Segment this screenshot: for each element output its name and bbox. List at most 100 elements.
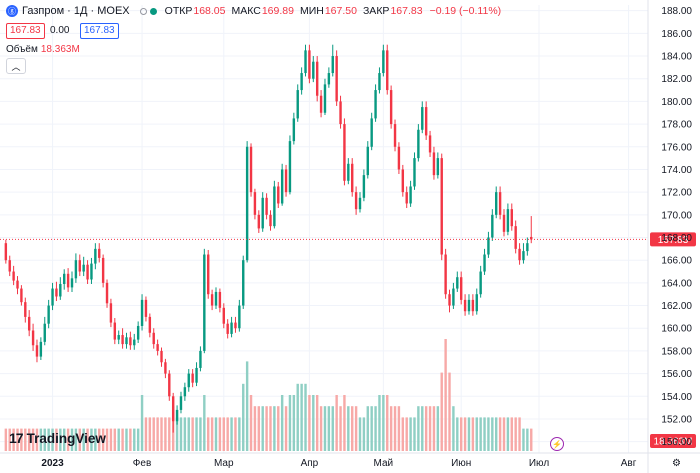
last-price-label: 167.83	[658, 235, 689, 246]
candle-body	[90, 263, 93, 280]
candle-body	[506, 209, 510, 232]
volume-bar	[514, 417, 517, 451]
volume-bar	[491, 417, 494, 451]
candle-body	[238, 305, 241, 329]
volume-bar	[156, 417, 159, 451]
candle-body	[109, 303, 113, 323]
candle-body	[323, 84, 327, 113]
volume-bar	[101, 428, 105, 451]
candle-body	[456, 277, 459, 289]
volume-bar	[195, 417, 198, 451]
chart-header: ⓖ Газпром · 1Д · MOEX ОТКР168.05 МАКС169…	[6, 5, 501, 17]
volume-bar	[164, 417, 167, 451]
volume-bar	[405, 417, 408, 451]
candle-body	[393, 124, 397, 147]
candle-body	[452, 288, 455, 306]
candle-body	[347, 163, 350, 181]
volume-bar	[230, 417, 233, 451]
last-volume-tag	[650, 434, 696, 448]
close-value: 167.83	[390, 5, 423, 17]
x-tick-label: 2023	[41, 458, 64, 469]
candle-body	[8, 260, 11, 272]
candle-body	[386, 50, 389, 91]
volume-bar	[136, 428, 140, 451]
volume-bar	[261, 406, 264, 451]
symbol-title[interactable]: Газпром · 1Д · MOEX	[22, 5, 130, 17]
candle-body	[284, 169, 288, 193]
volume-bar	[362, 417, 366, 451]
volume-bar	[452, 406, 455, 451]
candle-body	[191, 373, 194, 383]
volume-bar	[284, 406, 288, 451]
tradingview-logo[interactable]: 17 TradingView	[9, 430, 106, 446]
volume-bar	[510, 417, 513, 451]
candle-body	[234, 322, 237, 329]
last-price-line: 167.83 18.363M	[0, 232, 696, 448]
volume-bar	[129, 428, 132, 451]
sell-price-button[interactable]: 167.83	[6, 23, 45, 39]
candle-body	[218, 291, 222, 308]
volume-bar	[463, 417, 467, 451]
volume-bar	[397, 406, 401, 451]
last-price-tag	[650, 232, 696, 247]
volume-bar	[308, 395, 311, 451]
volume-bar	[16, 428, 19, 451]
y-tick-label: 178.00	[661, 120, 692, 131]
candle-body	[374, 90, 377, 119]
market-status-icon[interactable]	[139, 7, 147, 15]
volume-bar	[347, 406, 350, 451]
volume-bar	[304, 383, 307, 451]
status-dots	[139, 7, 157, 15]
candle-body	[179, 396, 183, 410]
gear-icon[interactable]: ⚙	[672, 458, 681, 469]
candle-body	[31, 330, 35, 346]
candle-body	[378, 73, 381, 91]
y-tick-label: 182.00	[661, 74, 692, 85]
candle-body	[440, 158, 443, 255]
volume-bar	[90, 428, 93, 451]
candle-body	[510, 209, 513, 227]
volume-bar	[55, 428, 58, 451]
candle-body	[483, 254, 486, 272]
candle-body	[113, 322, 117, 340]
candle-body	[292, 118, 296, 142]
candle-body	[502, 214, 506, 232]
volume-bar	[183, 417, 187, 451]
buy-price-button[interactable]: 167.83	[80, 23, 119, 39]
candle-body	[78, 260, 81, 272]
volume-bar	[487, 417, 490, 451]
volume-bar	[358, 417, 362, 451]
tradingview-brand: TradingView	[26, 430, 106, 446]
y-tick-label: 168.00	[661, 233, 692, 244]
y-tick-label: 188.00	[661, 6, 692, 17]
open-value: 168.05	[193, 5, 226, 17]
candle-body	[160, 350, 163, 363]
volume-bar	[133, 428, 136, 451]
x-tick-label: Мар	[214, 458, 234, 469]
candle-body	[249, 146, 253, 193]
candle-body	[125, 337, 128, 345]
volume-bar	[378, 395, 381, 451]
lightning-icon[interactable]: ⚡	[550, 437, 564, 451]
volume-bar	[522, 428, 525, 451]
candle-body	[277, 186, 280, 204]
volume-bar	[386, 395, 389, 451]
volume-bar	[343, 395, 346, 451]
volume-bar	[424, 406, 428, 451]
volume-bar	[265, 406, 268, 451]
volume-bar	[31, 428, 35, 451]
candle-body	[327, 73, 331, 85]
volume-bar	[179, 417, 183, 451]
volume-bar	[199, 417, 202, 451]
candle-body	[362, 175, 366, 198]
candle-body	[459, 277, 463, 300]
candle-body	[397, 146, 401, 170]
volume-bar	[82, 428, 85, 451]
volume-bar	[125, 428, 128, 451]
collapse-legend-button[interactable]: ︿	[6, 58, 26, 74]
volume-bar	[444, 339, 447, 451]
candle-body	[413, 158, 416, 187]
data-status-icon[interactable]	[149, 7, 157, 15]
candle-body	[382, 50, 385, 74]
